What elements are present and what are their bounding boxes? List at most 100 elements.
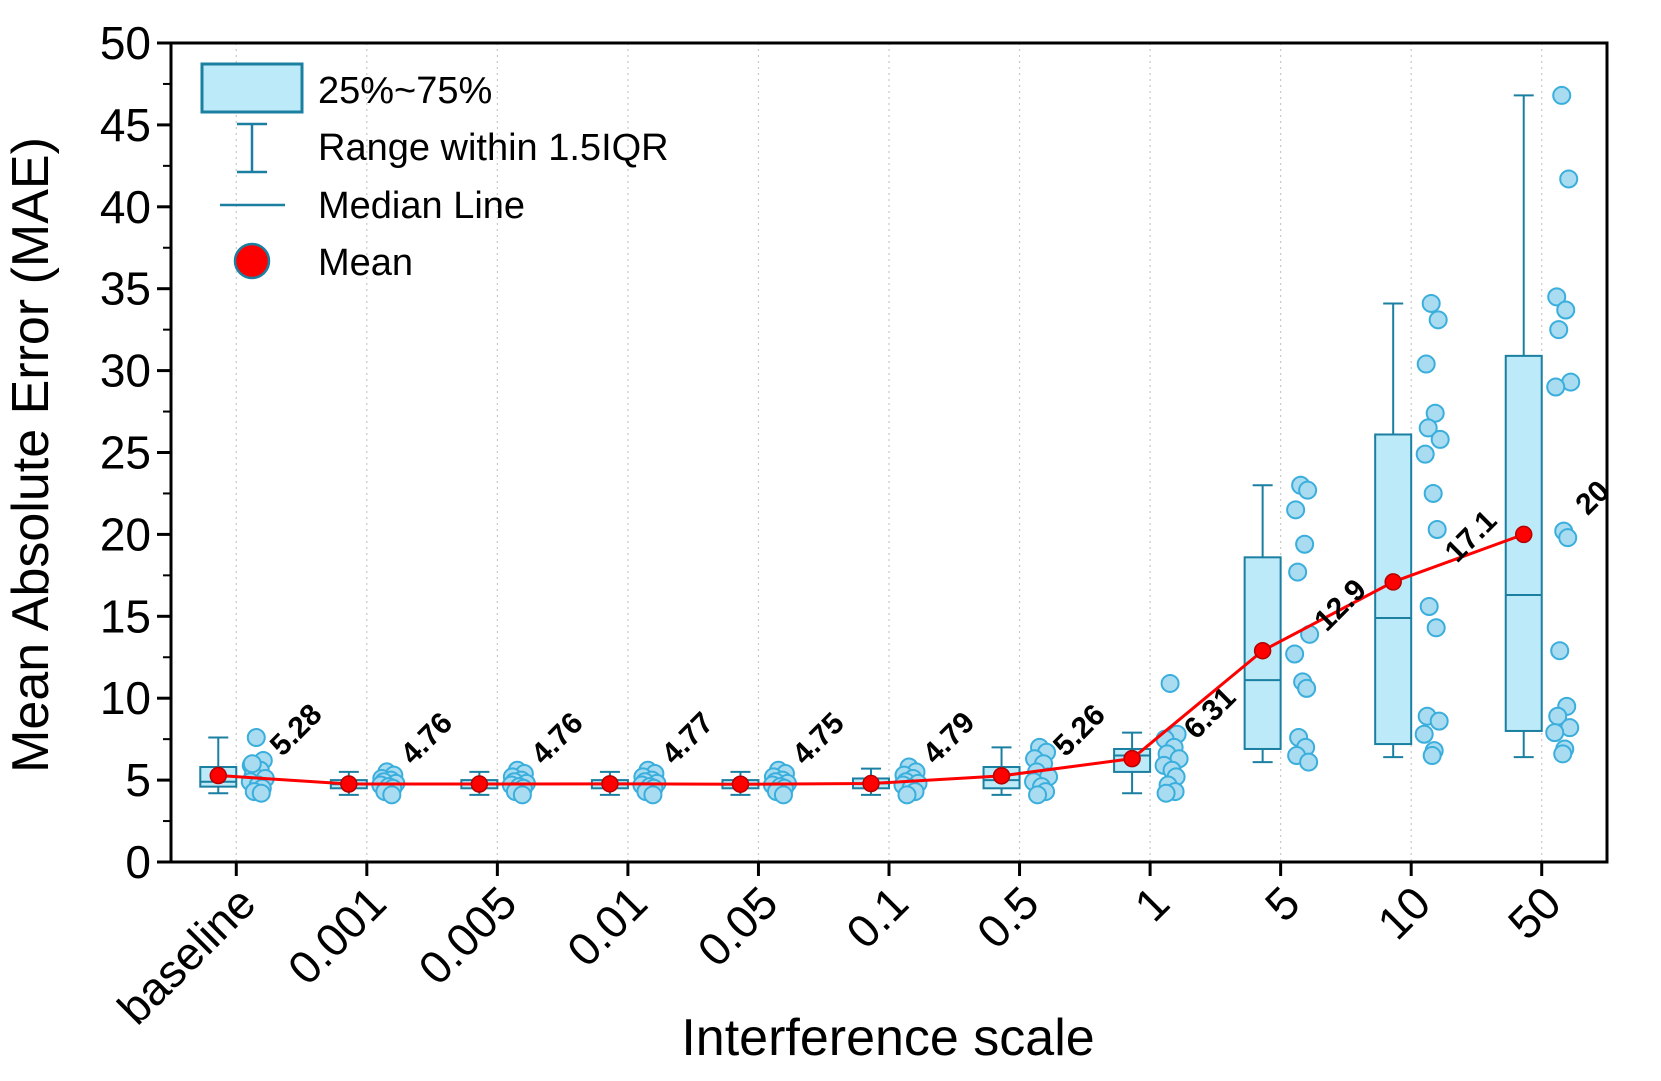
data-point [1156,783,1176,803]
data-point [1286,500,1306,520]
mean-value-label: 4.77 [656,706,721,771]
mean-marker [1384,573,1402,591]
x-tick-label: 0.1 [836,876,918,958]
category-group-10 [1374,293,1450,766]
x-axis-title: Interference scale [681,1009,1094,1067]
data-point [1550,641,1570,661]
y-tick-label: 45 [100,99,151,151]
x-tick-label: 0.05 [687,876,787,976]
legend: 25%~75% Range within 1.5IQR Median Line … [200,62,669,284]
data-point [1295,534,1315,554]
category-group-50 [1504,85,1581,764]
legend-median-label: Median Line [318,185,525,227]
data-point [1288,562,1308,582]
data-point [1422,746,1442,766]
data-point [1547,287,1567,307]
mean-marker [340,775,358,793]
category-group-5 [1243,475,1320,772]
category-group-baseline [199,728,275,803]
data-point [1421,293,1441,313]
iqr-box [1504,354,1543,732]
mean-marker [209,766,228,785]
data-point [246,728,266,748]
data-point [1427,519,1447,539]
mean-value-label: 17.1 [1439,504,1504,569]
data-point [1549,320,1569,340]
x-tick-label: 5 [1255,876,1310,931]
mean-marker [601,775,619,793]
mean-marker [992,767,1011,785]
data-point [1285,644,1305,664]
data-point [643,785,663,805]
y-tick-label: 50 [100,17,151,69]
data-point [251,783,271,803]
mean-value-label: 20 [1569,474,1616,521]
data-point [1418,418,1438,438]
legend-whisker-swatch [237,122,267,174]
y-tick-label: 5 [125,754,151,806]
data-point [1160,673,1180,693]
data-point [1546,377,1566,397]
mean-marker [1253,641,1272,660]
data-point [1414,724,1434,744]
mean-marker [731,775,750,793]
data-point [1429,711,1449,731]
mean-marker [862,774,880,793]
y-tick-label: 15 [100,590,151,642]
legend-mean-label: Mean [318,242,413,284]
mean-marker [1123,749,1141,768]
data-point [1416,354,1436,374]
x-tick-label: 0.001 [278,876,396,994]
mean-marker [1514,525,1533,544]
mean-value-label: 5.28 [264,698,329,763]
mean-value-label: 4.76 [394,706,459,771]
x-tick-label: 0.005 [408,876,526,994]
data-point [1298,480,1318,500]
x-tick-label: 50 [1498,876,1571,949]
y-tick-label: 40 [100,181,151,233]
x-tick-label: 1 [1124,876,1179,931]
data-point [1028,785,1048,805]
category-group-0.1 [852,757,928,805]
data-point [1430,429,1450,449]
data-point [773,785,793,805]
data-point [1556,300,1576,320]
y-tick-label: 20 [100,508,151,560]
data-point [1426,618,1446,638]
data-point [1297,678,1317,698]
data-point [1299,752,1319,772]
data-point [382,785,402,805]
x-tick-label: 0.01 [557,876,657,976]
legend-box-swatch [200,62,304,114]
y-tick-label: 25 [100,427,151,479]
y-tick-label: 30 [100,345,151,397]
data-point [242,754,262,774]
data-point [1419,596,1439,616]
mean-value-label: 5.26 [1047,698,1112,763]
y-tick-label: 10 [100,672,151,724]
mean-value-label: 4.79 [917,706,982,771]
data-point [1428,310,1448,330]
data-point [1545,723,1565,743]
data-point [1423,483,1443,503]
y-tick-label: 0 [125,836,151,888]
mean-value-label: 4.75 [786,707,851,772]
data-point [1558,528,1578,548]
data-point [1552,85,1572,105]
legend-box-label: 25%~75% [318,70,492,112]
category-group-0.5 [982,737,1059,805]
mean-value-label: 6.31 [1178,681,1243,746]
data-point [1415,444,1435,464]
mean-marker [470,775,489,793]
data-point [512,785,532,805]
data-point [1553,744,1573,764]
mean-value-label: 4.76 [525,706,590,771]
mean-value-label: 12.9 [1308,573,1373,638]
y-axis-title: Mean Absolute Error (MAE) [2,137,60,773]
data-point [1559,169,1579,189]
x-tick-label: baseline [107,876,265,1034]
x-tick-label: 10 [1367,876,1440,949]
y-tick-label: 35 [100,263,151,315]
data-point [897,785,917,805]
